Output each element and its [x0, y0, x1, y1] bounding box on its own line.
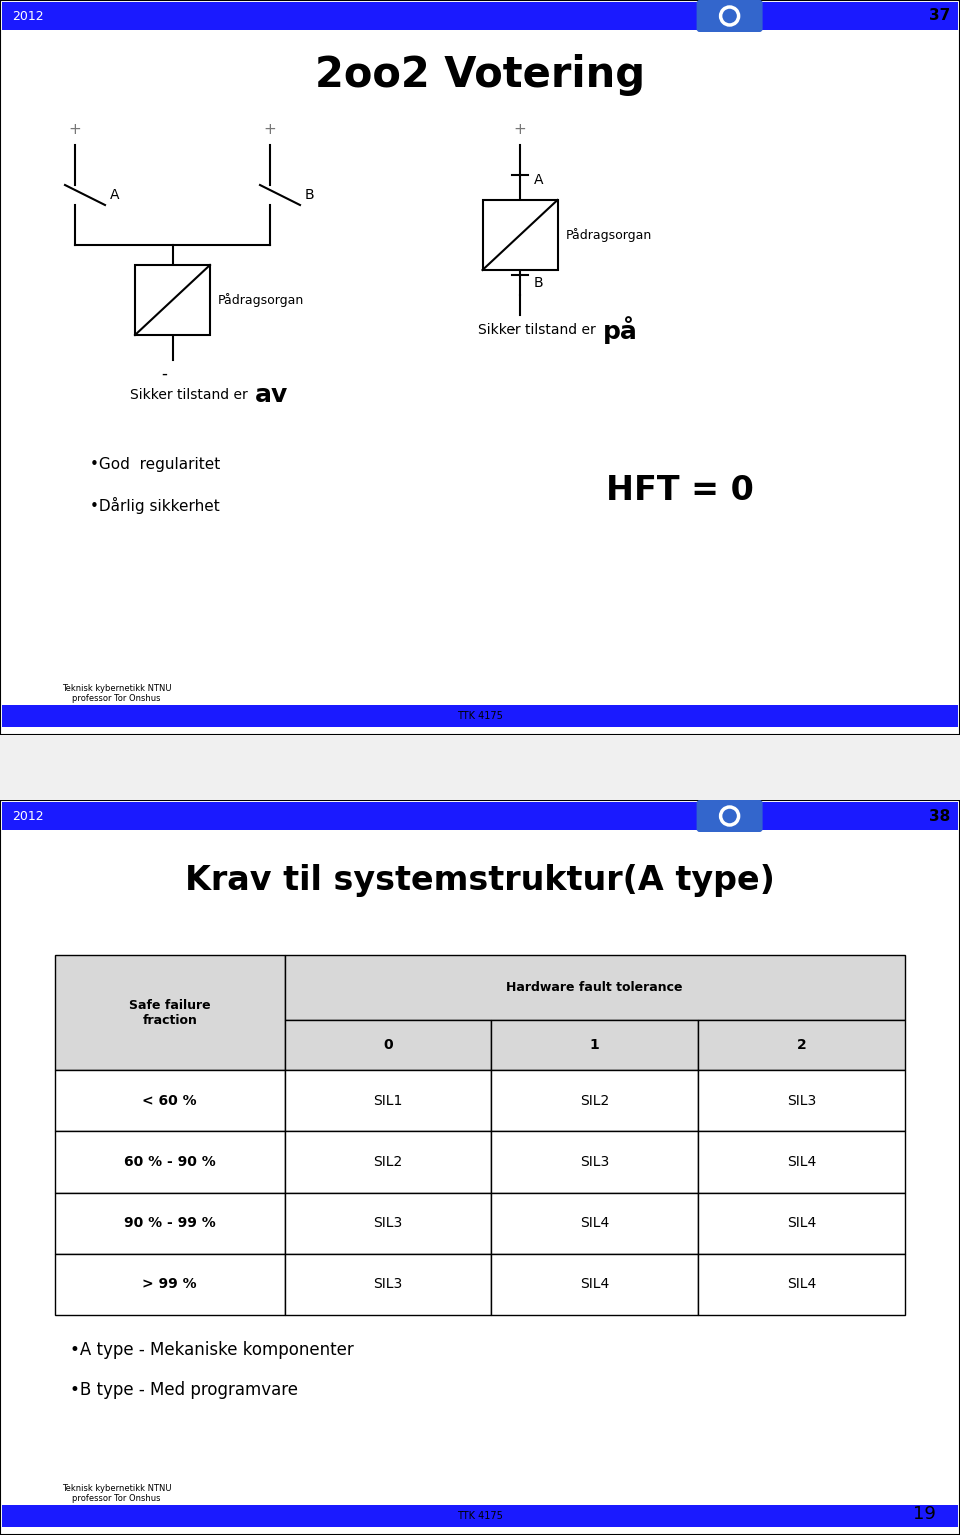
Bar	[2, 801, 958, 830]
Text: 19: 19	[913, 1504, 936, 1523]
Text: 38: 38	[928, 809, 950, 823]
Text: -: -	[161, 365, 167, 384]
Text: SIL4: SIL4	[786, 1216, 816, 1230]
Text: Hardware fault tolerance: Hardware fault tolerance	[507, 981, 683, 993]
Bar	[698, 1131, 905, 1193]
Bar	[492, 1193, 698, 1254]
Text: 90 % - 99 %: 90 % - 99 %	[124, 1216, 216, 1230]
Bar	[698, 1019, 905, 1070]
Bar	[492, 1131, 698, 1193]
Bar	[2, 2, 958, 31]
Bar	[492, 1070, 698, 1131]
Text: SIL4: SIL4	[786, 1154, 816, 1170]
Text: HFT = 0: HFT = 0	[606, 473, 754, 507]
Bar	[483, 200, 558, 270]
Bar	[2, 1504, 57, 1527]
Bar	[284, 1019, 492, 1070]
Text: •B type - Med programvare: •B type - Med programvare	[70, 1382, 298, 1398]
Text: > 99 %: > 99 %	[142, 1277, 197, 1291]
Text: •Dårlig sikkerhet: •Dårlig sikkerhet	[90, 496, 220, 514]
Text: SIL1: SIL1	[373, 1094, 402, 1108]
Text: 2: 2	[797, 1038, 806, 1051]
Bar	[492, 1019, 698, 1070]
Text: •God  regularitet: •God regularitet	[90, 457, 220, 473]
Text: SIL4: SIL4	[580, 1216, 609, 1230]
Text: Krav til systemstruktur(A type): Krav til systemstruktur(A type)	[185, 864, 775, 896]
Bar	[135, 266, 210, 335]
Text: -: -	[509, 319, 515, 338]
Text: Pådragsorgan: Pådragsorgan	[218, 293, 304, 307]
FancyBboxPatch shape	[697, 0, 762, 32]
Text: B: B	[534, 276, 543, 290]
Bar	[284, 955, 905, 1019]
Text: Pådragsorgan: Pådragsorgan	[565, 229, 652, 243]
Text: på: på	[603, 316, 637, 344]
Text: 2012: 2012	[12, 9, 43, 23]
FancyBboxPatch shape	[697, 800, 762, 832]
Text: SIL3: SIL3	[786, 1094, 816, 1108]
Bar	[2, 705, 57, 728]
Text: +: +	[68, 123, 82, 138]
Bar	[284, 1254, 492, 1315]
Bar	[55, 1131, 284, 1193]
Text: Sikker tilstand er: Sikker tilstand er	[477, 322, 600, 338]
Text: SIL4: SIL4	[580, 1277, 609, 1291]
Text: < 60 %: < 60 %	[142, 1094, 197, 1108]
Bar	[55, 1254, 284, 1315]
Bar	[698, 1254, 905, 1315]
Text: av: av	[255, 384, 288, 407]
Text: 0: 0	[383, 1038, 393, 1051]
Bar	[284, 1070, 492, 1131]
Text: Teknisk kybernetikk NTNU
professor Tor Onshus: Teknisk kybernetikk NTNU professor Tor O…	[62, 683, 172, 703]
Text: B: B	[305, 187, 315, 203]
Text: Teknisk kybernetikk NTNU
professor Tor Onshus: Teknisk kybernetikk NTNU professor Tor O…	[62, 1484, 172, 1503]
Text: SIL2: SIL2	[580, 1094, 609, 1108]
Text: SIL3: SIL3	[373, 1277, 402, 1291]
Bar	[55, 1070, 284, 1131]
Text: 2oo2 Votering: 2oo2 Votering	[315, 54, 645, 97]
Bar	[492, 1254, 698, 1315]
Bar	[284, 1131, 492, 1193]
Text: SIL3: SIL3	[373, 1216, 402, 1230]
Text: A: A	[110, 187, 119, 203]
Text: SIL2: SIL2	[373, 1154, 402, 1170]
Text: Safe failure
fraction: Safe failure fraction	[129, 999, 210, 1027]
Text: 60 % - 90 %: 60 % - 90 %	[124, 1154, 216, 1170]
Bar	[55, 1193, 284, 1254]
Text: 37: 37	[928, 9, 950, 23]
Bar	[698, 1070, 905, 1131]
Text: SIL3: SIL3	[580, 1154, 609, 1170]
Bar	[2, 1504, 958, 1527]
Text: +: +	[514, 123, 526, 138]
Text: +: +	[264, 123, 276, 138]
Text: 1: 1	[589, 1038, 599, 1051]
Text: Sikker tilstand er: Sikker tilstand er	[130, 388, 252, 402]
Text: TTK 4175: TTK 4175	[457, 711, 503, 721]
Text: •A type - Mekaniske komponenter: •A type - Mekaniske komponenter	[70, 1342, 353, 1358]
Text: TTK 4175: TTK 4175	[457, 1510, 503, 1521]
Bar	[55, 955, 284, 1070]
Bar	[284, 1193, 492, 1254]
Text: 2012: 2012	[12, 809, 43, 823]
Bar	[698, 1193, 905, 1254]
Text: A: A	[534, 173, 543, 187]
Bar	[2, 705, 958, 728]
Text: SIL4: SIL4	[786, 1277, 816, 1291]
